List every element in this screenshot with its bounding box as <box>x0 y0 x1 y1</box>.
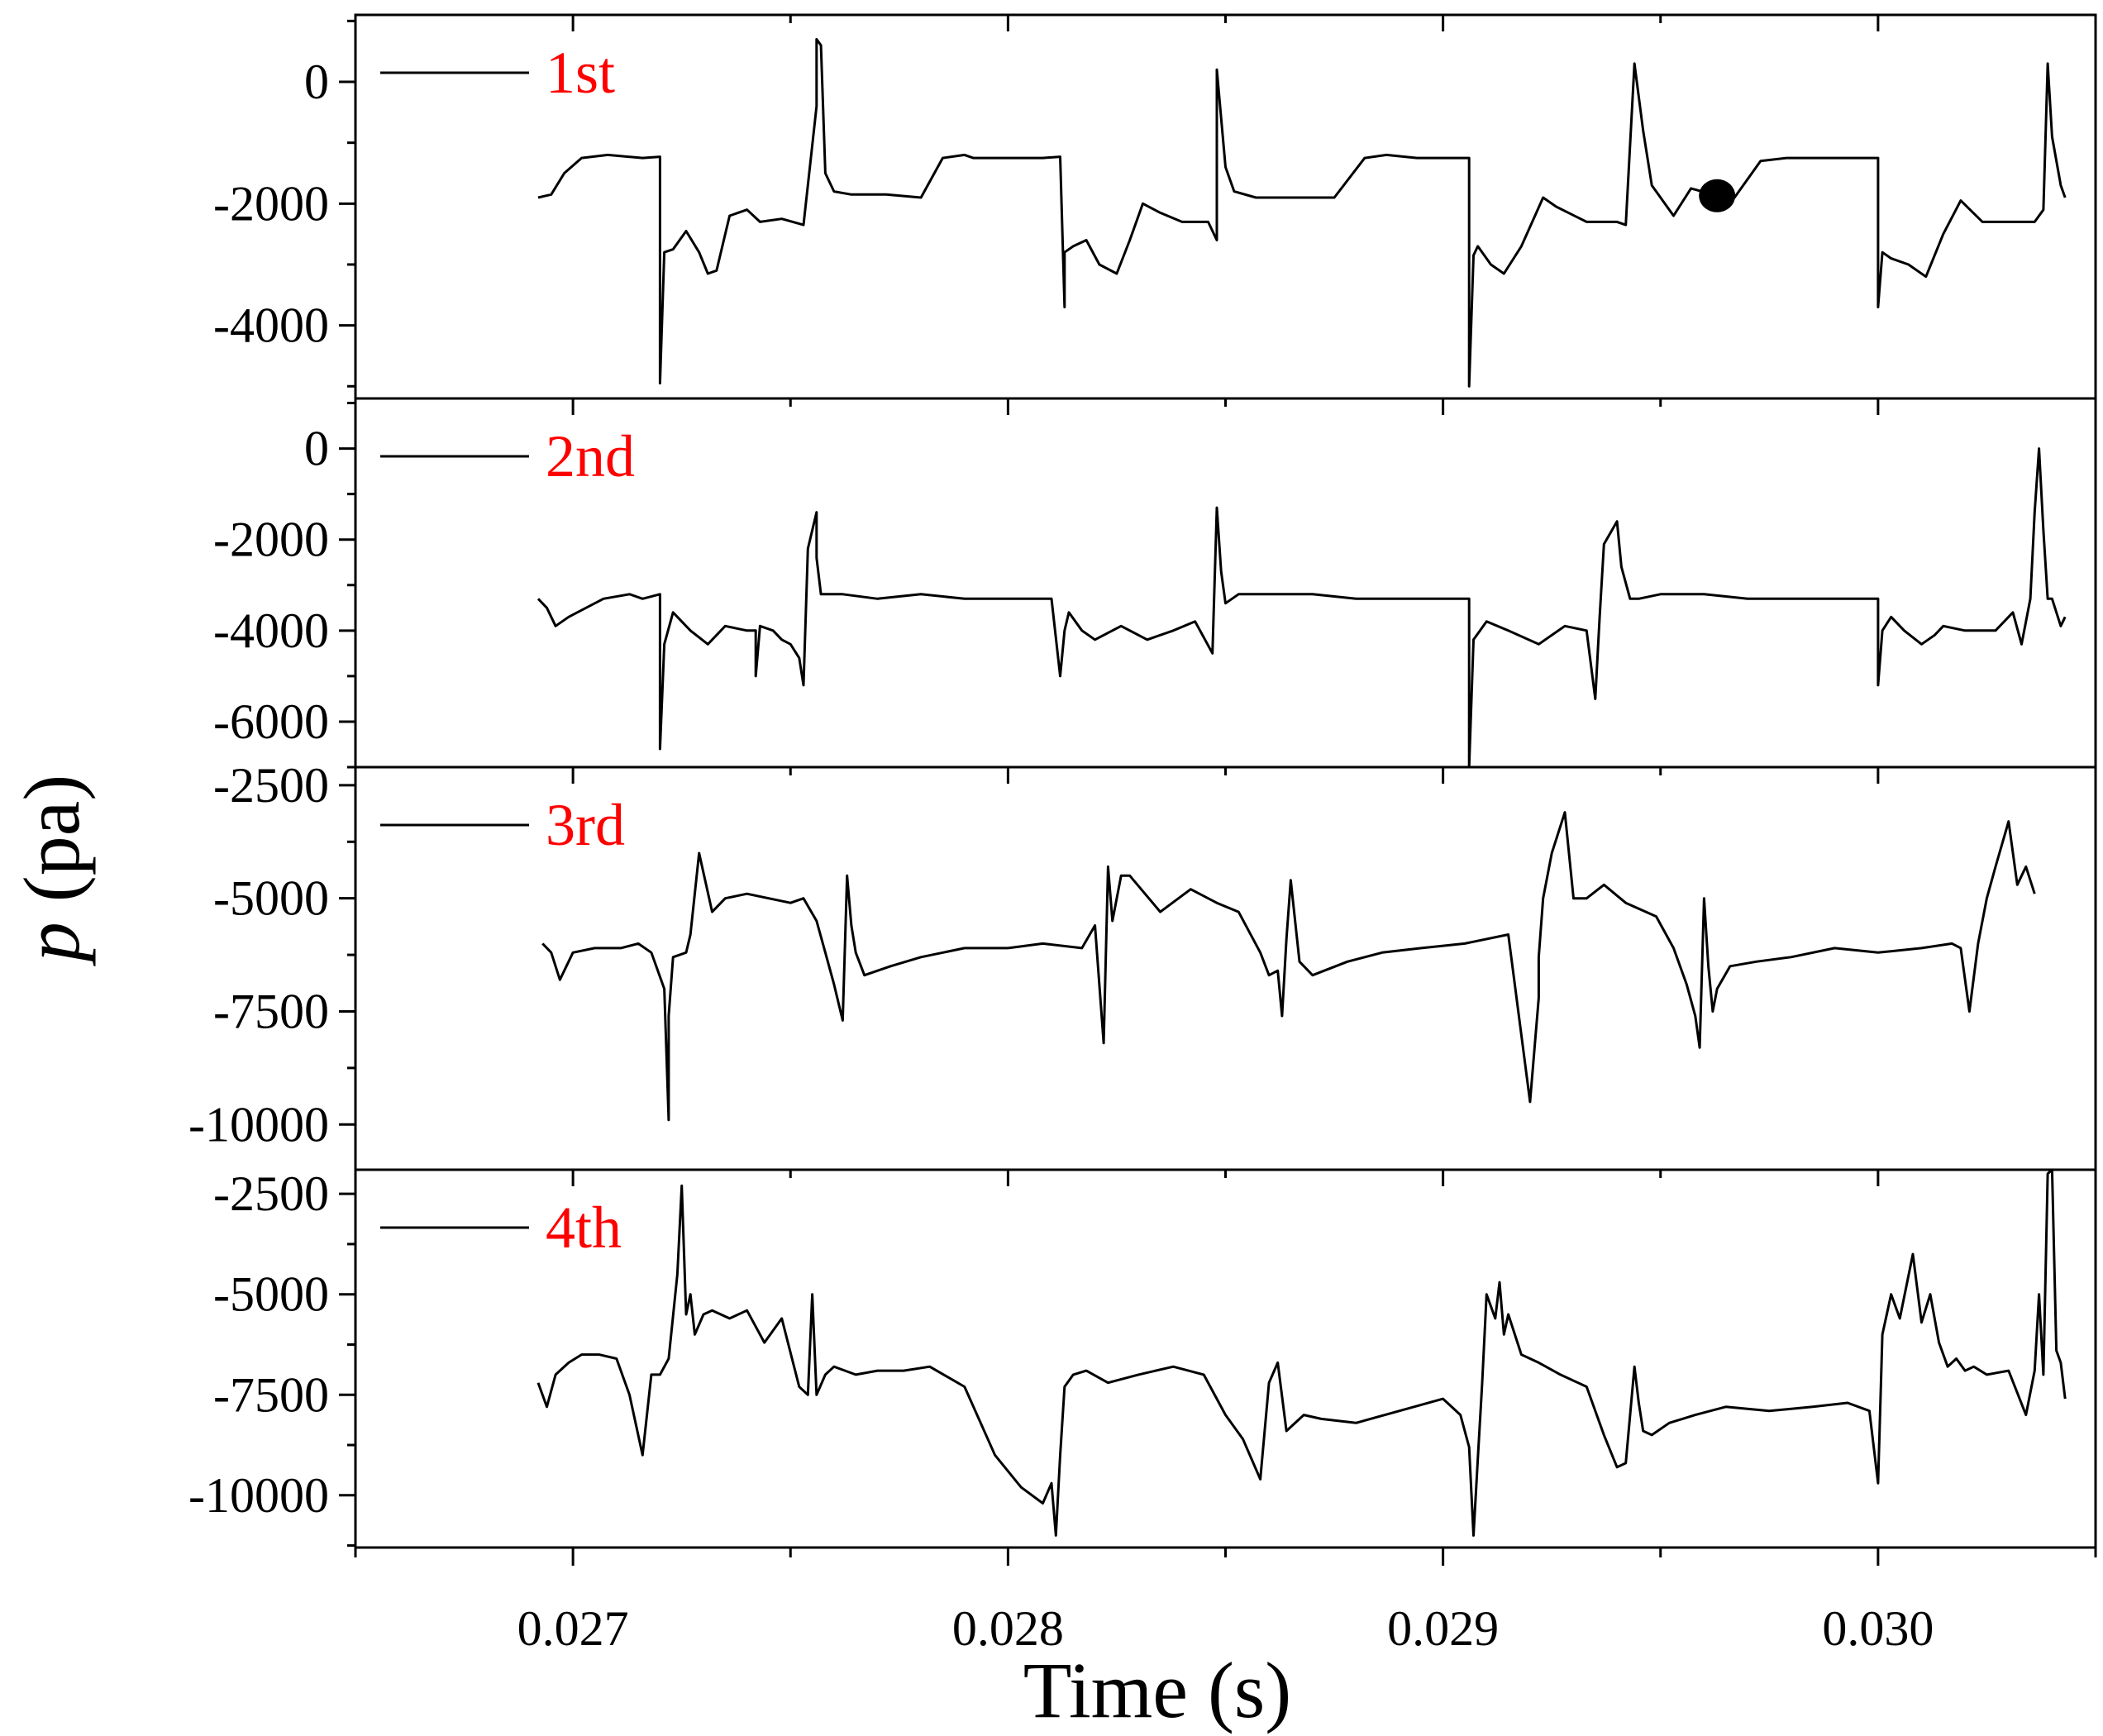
y-tick-label: -10000 <box>188 1468 329 1523</box>
panel-3: -2500 -5000 -7500 -10000 3rd <box>188 758 2097 1171</box>
data-marker <box>1699 179 1736 212</box>
legend-label: 3rd <box>546 792 625 858</box>
series-line-1st <box>537 38 2067 388</box>
legend-label: 1st <box>546 40 615 106</box>
y-tick-label: 0 <box>304 55 329 109</box>
y-tick-label: -6000 <box>213 694 329 749</box>
panels: 0 -2000 -4000 1st 0 -2000 -4000 -6000 2nd -2500 -5… <box>188 13 2097 1549</box>
y-tick-label: -2500 <box>213 1166 329 1221</box>
y-tick-label: 0 <box>304 422 329 476</box>
panel-frame <box>354 13 2097 400</box>
y-tick-label: -7500 <box>213 1367 329 1422</box>
y-tick-label: -5000 <box>213 871 329 926</box>
panel-2: 0 -2000 -4000 -6000 2nd <box>213 397 2097 769</box>
x-tick-label: 0.027 <box>517 1601 629 1656</box>
series-line-3rd <box>541 811 2036 1122</box>
y-tick-label: -7500 <box>213 984 329 1038</box>
y-axis-title-unit: (pa) <box>7 775 96 923</box>
x-tick-label: 0.029 <box>1387 1601 1499 1656</box>
series-line-4th <box>536 1168 2067 1537</box>
panel-1: 0 -2000 -4000 1st <box>213 13 2097 400</box>
y-tick-label: -10000 <box>188 1097 329 1152</box>
y-axis-title-symbol: p <box>7 922 96 966</box>
legend-label: 2nd <box>546 423 635 489</box>
y-tick-label: -2500 <box>213 758 329 813</box>
legend-label: 4th <box>546 1195 622 1261</box>
x-axis-title: Time (s) <box>1023 1646 1292 1734</box>
y-tick-label: -4000 <box>213 298 329 353</box>
y-tick-label: -5000 <box>213 1267 329 1322</box>
x-tick-label: 0.028 <box>952 1601 1064 1656</box>
y-tick-label: -4000 <box>213 603 329 658</box>
y-tick-label: -2000 <box>213 176 329 231</box>
series-line-2nd <box>536 447 2067 769</box>
y-axis-title: p (pa) <box>7 775 96 967</box>
x-axis: 0.027 0.028 0.029 0.030 <box>354 1548 2097 1656</box>
panel-4: -2500 -5000 -7500 -10000 4th <box>188 1166 2097 1549</box>
y-tick-label: -2000 <box>213 513 329 567</box>
x-tick-label: 0.030 <box>1822 1601 1934 1656</box>
